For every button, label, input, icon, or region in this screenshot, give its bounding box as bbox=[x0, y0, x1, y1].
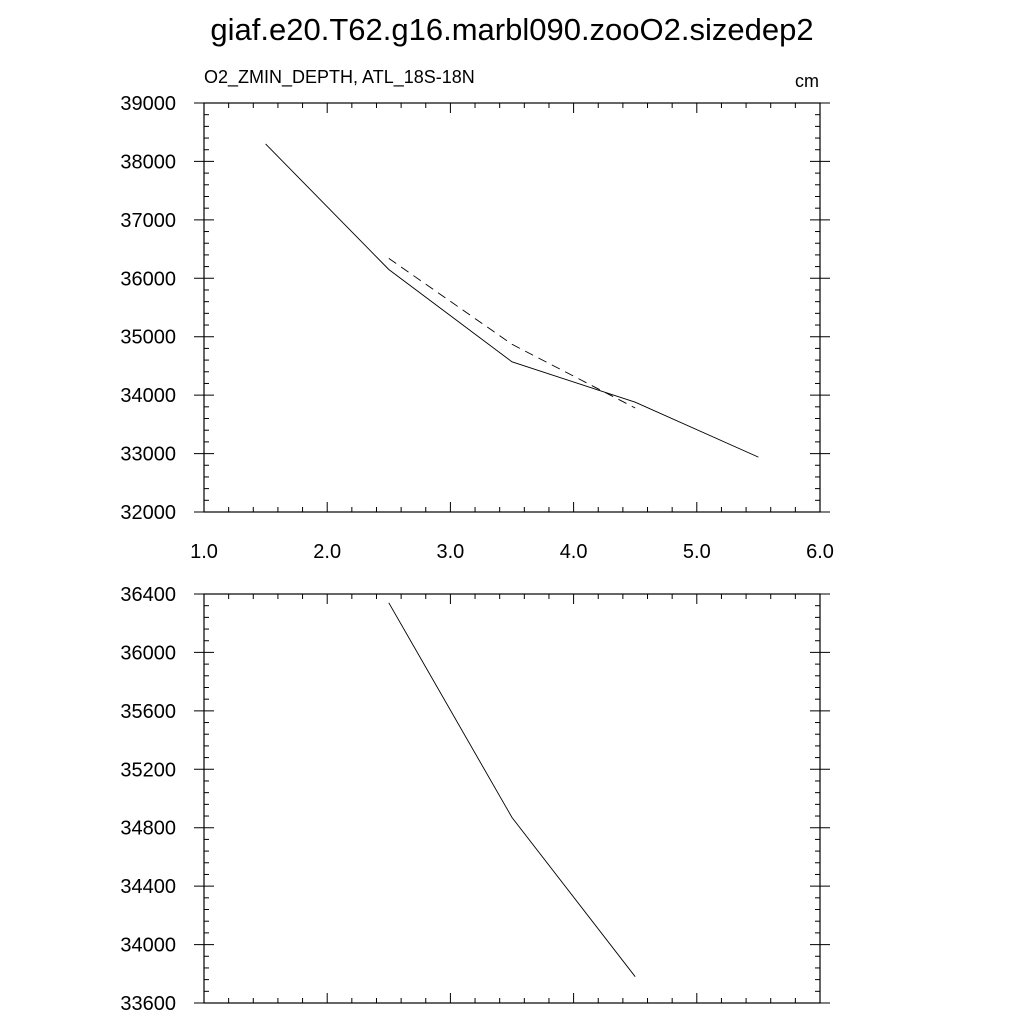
bottom-series-line-solid bbox=[388, 602, 636, 977]
top-y-tick-label: 38000 bbox=[120, 151, 176, 173]
bottom-y-tick-label: 36000 bbox=[120, 642, 176, 664]
bottom-y-tick-label: 36400 bbox=[120, 584, 176, 606]
top-panel-left-label: O2_ZMIN_DEPTH, ATL_18S-18N bbox=[204, 67, 475, 88]
bottom-y-tick-label: 35600 bbox=[120, 701, 176, 723]
top-x-tick-label: 4.0 bbox=[560, 541, 588, 563]
top-y-tick-label: 39000 bbox=[120, 93, 176, 115]
bottom-y-tick-label: 34400 bbox=[120, 876, 176, 898]
top-y-tick-label: 37000 bbox=[120, 210, 176, 232]
top-series-line-solid bbox=[265, 143, 759, 458]
top-y-tick-label: 35000 bbox=[120, 327, 176, 349]
top-y-tick-label: 36000 bbox=[120, 268, 176, 290]
chart-title: giaf.e20.T62.g16.marbl090.zooO2.sizedep2 bbox=[210, 12, 813, 47]
top-panel: O2_ZMIN_DEPTH, ATL_18S-18N cm 1.0 2.0 3.0 4… bbox=[120, 67, 834, 563]
bottom-y-tick-label: 34000 bbox=[120, 935, 176, 957]
top-x-tick-label: 1.0 bbox=[190, 541, 218, 563]
top-y-tick-label: 34000 bbox=[120, 385, 176, 407]
bottom-y-tick-label: 34800 bbox=[120, 818, 176, 840]
top-y-tick-label: 33000 bbox=[120, 444, 176, 466]
bottom-y-tick-label: 35200 bbox=[120, 759, 176, 781]
top-panel-frame bbox=[203, 102, 821, 513]
top-panel-units-label: cm bbox=[795, 71, 819, 91]
bottom-panel: 33600 34000 34400 34800 35200 35600 36000 36400 bbox=[120, 584, 830, 1015]
top-x-tick-label: 5.0 bbox=[683, 541, 711, 563]
top-x-tick-label: 3.0 bbox=[436, 541, 464, 563]
bottom-y-tick-label: 33600 bbox=[120, 993, 176, 1015]
top-series-line-dashed bbox=[388, 258, 636, 409]
bottom-panel-frame bbox=[203, 593, 821, 1004]
top-y-tick-label: 32000 bbox=[120, 502, 176, 524]
top-x-tick-label: 6.0 bbox=[806, 541, 834, 563]
top-x-tick-label: 2.0 bbox=[313, 541, 341, 563]
